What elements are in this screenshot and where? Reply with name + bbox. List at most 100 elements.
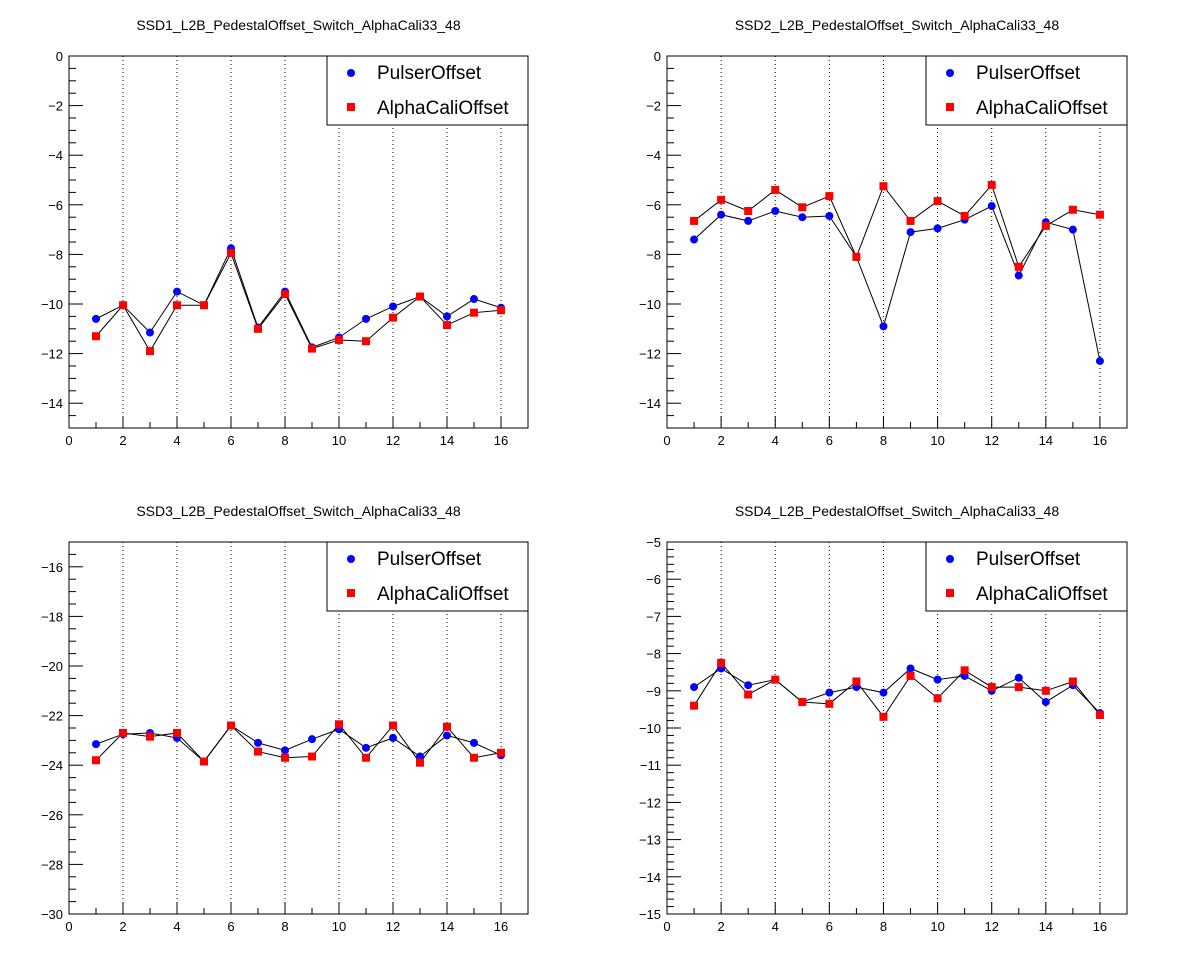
data-point-alpha [744,207,753,215]
x-tick-label: 12 [984,919,998,934]
data-point-pulser [1068,225,1077,234]
legend-label-pulser: PulserOffset [976,63,1081,84]
data-point-alpha [281,753,289,762]
data-point-alpha [690,216,699,225]
data-point-pulser [389,302,397,311]
data-point-alpha [335,720,343,729]
data-point-alpha [1095,210,1104,219]
x-tick-label: 4 [772,433,779,448]
data-point-pulser [690,683,699,692]
data-point-alpha [362,753,370,762]
legend-box [925,541,1128,612]
y-tick-label: −12 [639,347,661,362]
y-tick-label: −16 [41,560,63,575]
chart-panel-1: SSD1_L2B_PedestalOffset_Switch_AlphaCali… [41,17,529,448]
data-point-alpha [443,722,451,731]
legend-label-alpha: AlphaCaliOffset [377,98,509,119]
legend-label-alpha: AlphaCaliOffset [976,98,1108,119]
data-point-pulser [879,688,888,697]
x-tick-label: 16 [494,433,508,448]
data-point-pulser [744,681,753,690]
legend-box [925,55,1128,126]
y-tick-label: −11 [640,758,661,773]
data-point-alpha [852,677,861,686]
y-tick-label: 0 [56,49,63,64]
data-point-pulser [906,228,915,237]
y-tick-label: −18 [41,609,63,624]
y-tick-label: −24 [41,758,63,773]
data-point-pulser [1041,697,1050,706]
data-point-alpha [281,290,289,299]
chart-panel-4: SSD4_L2B_PedestalOffset_Switch_AlphaCali… [639,503,1128,934]
data-point-alpha [744,690,753,699]
data-point-alpha [362,337,370,346]
x-tick-label: 2 [718,919,725,934]
y-tick-label: −15 [639,907,661,922]
data-point-alpha [254,324,262,333]
data-point-alpha [960,211,969,220]
data-point-alpha [443,321,451,330]
data-point-alpha [1041,221,1050,230]
y-tick-label: −30 [41,907,63,922]
legend-label-pulser: PulserOffset [377,549,482,570]
legend-marker-alpha [347,103,355,111]
data-point-alpha [497,748,505,757]
y-tick-label: −14 [639,396,661,411]
data-point-pulser [933,675,942,684]
data-point-alpha [960,666,969,675]
y-tick-label: −4 [646,148,661,163]
data-point-alpha [852,252,861,261]
data-point-pulser [717,210,726,219]
data-point-alpha [92,332,100,341]
data-point-alpha [119,301,127,310]
data-point-alpha [146,732,154,741]
data-point-alpha [1041,686,1050,695]
data-point-alpha [146,347,154,356]
legend: PulserOffset AlphaCaliOffset [925,541,1128,612]
data-point-pulser [470,738,478,747]
chart-panel-3: SSD3_L2B_PedestalOffset_Switch_AlphaCali… [41,503,529,934]
data-point-pulser [933,224,942,233]
y-tick-label: −12 [41,347,63,362]
data-point-alpha [470,753,478,762]
y-tick-label: −8 [646,247,661,262]
x-tick-label: 2 [119,919,126,934]
data-point-alpha [771,185,780,194]
chart-title: SSD2_L2B_PedestalOffset_Switch_AlphaCali… [735,17,1060,33]
y-tick-label: −13 [639,833,661,848]
data-point-alpha [389,313,397,322]
data-point-alpha [416,292,424,301]
y-tick-label: −20 [41,659,63,674]
data-point-pulser [798,213,807,222]
x-tick-label: 12 [386,919,400,934]
data-point-alpha [308,752,316,761]
data-point-alpha [825,192,834,201]
x-tick-label: 16 [1093,919,1107,934]
y-tick-label: −14 [639,870,661,885]
data-point-alpha [470,308,478,317]
series-line-alpha [693,183,1101,268]
data-point-pulser [281,746,289,755]
legend-box [326,55,529,126]
x-tick-label: 14 [440,919,454,934]
x-tick-label: 2 [718,433,725,448]
chart-title: SSD3_L2B_PedestalOffset_Switch_AlphaCali… [136,503,461,519]
x-tick-label: 8 [281,433,288,448]
data-point-pulser [443,731,451,740]
x-tick-label: 0 [663,433,670,448]
legend-marker-alpha [946,103,954,111]
x-tick-label: 12 [984,433,998,448]
y-tick-label: −6 [48,198,63,213]
data-point-alpha [416,758,424,767]
data-point-alpha [717,658,726,667]
data-point-pulser [1014,673,1023,682]
x-tick-label: 10 [930,433,944,448]
x-tick-label: 8 [880,433,887,448]
data-point-alpha [879,712,888,721]
y-tick-label: −2 [48,99,63,114]
y-tick-label: −10 [41,297,63,312]
data-point-alpha [771,675,780,684]
y-tick-label: −26 [41,808,63,823]
legend-label-alpha: AlphaCaliOffset [377,584,509,605]
data-point-pulser [416,752,424,761]
